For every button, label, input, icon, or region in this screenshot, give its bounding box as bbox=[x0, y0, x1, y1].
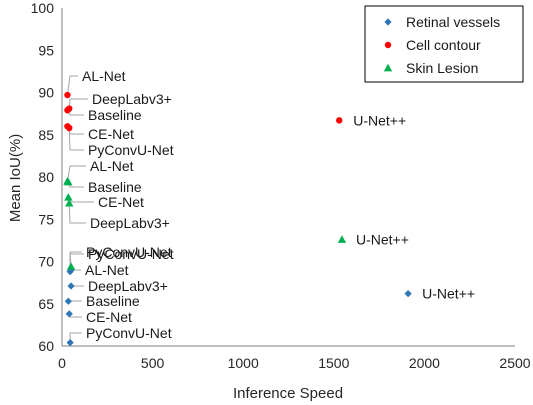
point-label-baseline: Baseline bbox=[86, 293, 140, 309]
retinal-vessels-point bbox=[404, 290, 412, 298]
x-tick-labels: 0 500 1000 1500 2000 2500 bbox=[58, 355, 531, 371]
point-label-u-net: U-Net++ bbox=[356, 232, 409, 248]
y-tick-labels: 60 65 70 75 80 85 90 95 100 bbox=[31, 0, 55, 354]
point-label-deeplabv3: DeepLabv3+ bbox=[90, 215, 170, 231]
data-points bbox=[63, 91, 412, 347]
point-label-baseline: Baseline bbox=[88, 107, 142, 123]
legend-marker-cell-contour bbox=[384, 41, 392, 49]
legend-label-skin-lesion: Skin Lesion bbox=[406, 60, 478, 76]
point-label-u-net: U-Net++ bbox=[353, 112, 406, 128]
point-label-pyconvu-net: PyConvU-Net bbox=[86, 244, 172, 260]
point-label-deeplabv3: DeepLabv3+ bbox=[88, 278, 168, 294]
point-label-ce-net: CE-Net bbox=[86, 309, 132, 325]
skin-lesion-point bbox=[64, 193, 73, 201]
cell-contour-point bbox=[64, 107, 71, 114]
legend-label-cell-contour: Cell contour bbox=[406, 37, 481, 53]
leader-line bbox=[66, 75, 78, 96]
x-tick-label: 0 bbox=[58, 355, 66, 371]
x-tick-label: 1000 bbox=[228, 355, 259, 371]
retinal-vessels-point bbox=[66, 339, 74, 347]
legend-marker-skin-lesion bbox=[383, 63, 393, 72]
retinal-vessels-point bbox=[65, 310, 73, 318]
y-tick-label: 70 bbox=[38, 254, 54, 270]
leader-line bbox=[69, 251, 82, 267]
axes bbox=[61, 8, 515, 347]
x-tick-label: 1500 bbox=[318, 355, 349, 371]
point-label-u-net: U-Net++ bbox=[422, 286, 475, 302]
cell-contour-point bbox=[64, 91, 71, 99]
leader-line bbox=[68, 127, 84, 151]
cell-contour-point bbox=[66, 124, 73, 132]
y-tick-label: 85 bbox=[38, 127, 54, 143]
skin-lesion-point bbox=[64, 177, 73, 186]
y-axis-title: Mean IoU(%) bbox=[7, 134, 24, 222]
y-tick-label: 60 bbox=[38, 338, 54, 354]
legend-label-retinal-vessels: Retinal vessels bbox=[406, 14, 500, 30]
x-axis-title: Inference Speed bbox=[233, 385, 343, 402]
y-tick-label: 100 bbox=[31, 0, 55, 16]
point-label-deeplabv3: DeepLabv3+ bbox=[92, 91, 172, 107]
leader-line bbox=[68, 203, 86, 224]
cell-contour-point bbox=[336, 117, 343, 124]
legend-frame bbox=[364, 5, 524, 83]
x-tick-label: 2000 bbox=[409, 355, 440, 371]
leader-line bbox=[67, 197, 94, 203]
y-tick-label: 90 bbox=[38, 85, 54, 101]
skin-lesion-point bbox=[66, 262, 76, 270]
leader-line bbox=[66, 165, 86, 182]
x-tick-label: 2500 bbox=[499, 355, 530, 371]
point-labels: PyConvU-NetAL-NetDeepLabv3+BaselineCE-Ne… bbox=[82, 68, 475, 341]
point-label-al-net: AL-Net bbox=[82, 68, 126, 84]
retinal-vessels-point bbox=[64, 297, 72, 305]
skin-lesion-point bbox=[337, 235, 347, 243]
point-label-ce-net: CE-Net bbox=[98, 194, 144, 210]
point-label-pyconvu-net: PyConvU-Net bbox=[88, 246, 174, 262]
skin-lesion-point bbox=[65, 198, 74, 207]
point-label-baseline: Baseline bbox=[88, 179, 142, 195]
y-tick-label: 65 bbox=[38, 296, 54, 312]
y-tick-label: 80 bbox=[38, 169, 54, 185]
point-label-ce-net: CE-Net bbox=[88, 126, 134, 142]
legend-marker-retinal-vessels bbox=[384, 18, 392, 26]
y-tick-label: 95 bbox=[38, 42, 54, 58]
retinal-vessels-point bbox=[67, 282, 75, 290]
y-tick-label: 75 bbox=[38, 211, 54, 227]
retinal-vessels-point bbox=[67, 266, 75, 274]
x-tick-label: 500 bbox=[141, 355, 165, 371]
legend: Retinal vessels Cell contour Skin Lesion bbox=[364, 5, 524, 83]
point-label-pyconvu-net: PyConvU-Net bbox=[88, 142, 174, 158]
point-label-al-net: AL-Net bbox=[85, 262, 129, 278]
point-label-al-net: AL-Net bbox=[90, 158, 134, 174]
point-label-pyconvu-net: PyConvU-Net bbox=[86, 325, 172, 341]
